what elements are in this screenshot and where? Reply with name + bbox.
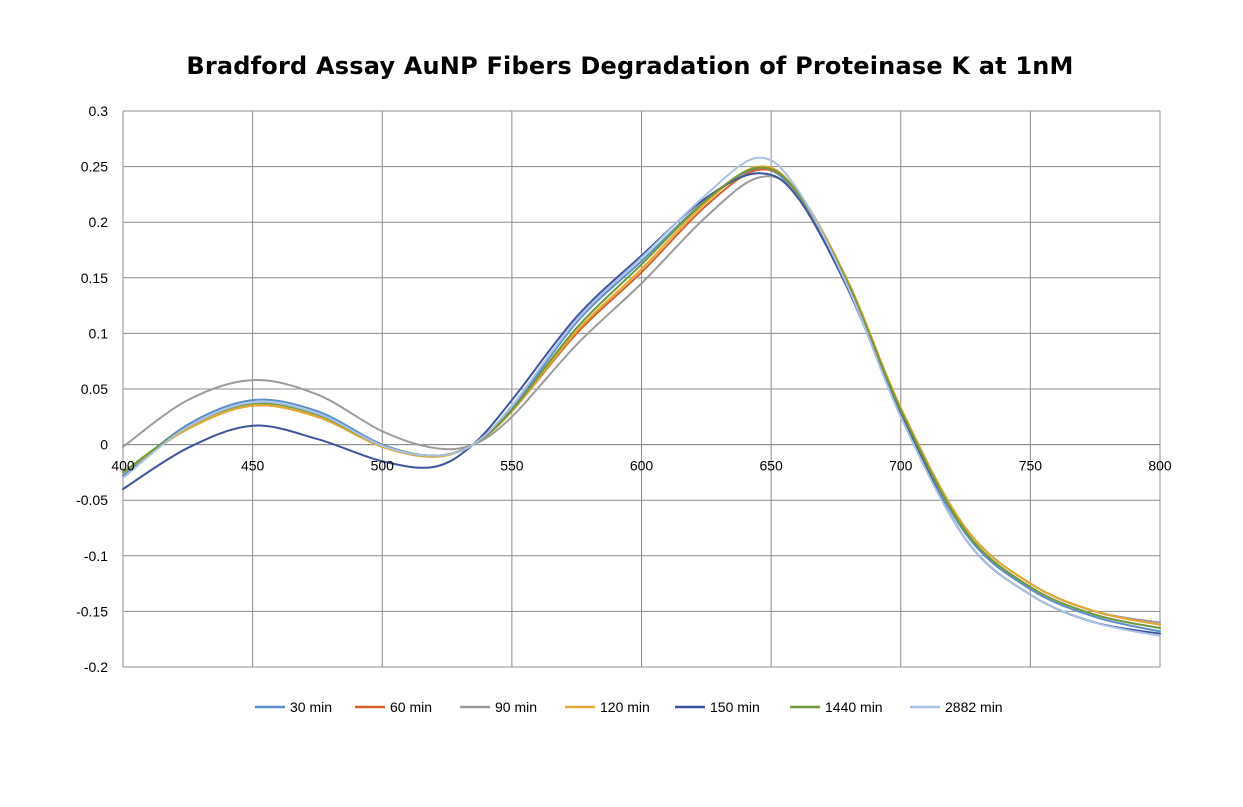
x-tick-label: 750 (1019, 458, 1043, 474)
legend-item: 120 min (565, 699, 650, 715)
legend-item: 1440 min (790, 699, 883, 715)
tick-labels: 0.3 0.25 0.2 0.15 0.1 0.05 0 -0.05 -0.1 -0.15 -0.2… (76, 103, 1172, 675)
legend-label: 120 min (600, 699, 650, 715)
x-tick-label: 400 (111, 458, 135, 474)
legend: 30 min 60 min 90 min 120 min 150 min 1440 min… (255, 699, 1003, 715)
series-line-2882-min (122, 156, 1161, 637)
legend-item: 90 min (460, 699, 537, 715)
legend-label: 60 min (390, 699, 432, 715)
x-tick-label: 700 (889, 458, 913, 474)
x-tick-label: 800 (1148, 458, 1172, 474)
legend-label: 150 min (710, 699, 760, 715)
y-tick-label: 0.2 (89, 214, 109, 230)
y-tick-label: -0.15 (76, 603, 108, 619)
y-tick-label: -0.1 (84, 548, 108, 564)
series-line-30-min (122, 167, 1161, 633)
y-tick-label: -0.2 (84, 659, 108, 675)
series-line-120-min (122, 165, 1161, 626)
legend-label: 2882 min (945, 699, 1003, 715)
y-tick-label: 0.25 (81, 159, 108, 175)
legend-item: 30 min (255, 699, 332, 715)
gridlines (122, 110, 1161, 668)
y-tick-label: 0.3 (89, 103, 109, 119)
legend-item: 60 min (355, 699, 432, 715)
legend-label: 30 min (290, 699, 332, 715)
series-line-1440-min (122, 166, 1161, 630)
y-tick-label: 0.1 (89, 325, 109, 341)
x-tick-label: 650 (759, 458, 783, 474)
x-tick-label: 600 (630, 458, 654, 474)
legend-label: 90 min (495, 699, 537, 715)
x-tick-label: 450 (241, 458, 265, 474)
legend-label: 1440 min (825, 699, 883, 715)
x-tick-label: 550 (500, 458, 524, 474)
x-tick-label: 500 (371, 458, 395, 474)
chart-title: Bradford Assay AuNP Fibers Degradation o… (186, 52, 1074, 80)
y-tick-label: -0.05 (76, 492, 108, 508)
y-tick-label: 0.05 (81, 381, 108, 397)
y-tick-label: 0 (100, 437, 108, 453)
legend-item: 2882 min (910, 699, 1003, 715)
plot-area (122, 156, 1161, 637)
legend-item: 150 min (675, 699, 760, 715)
y-tick-label: 0.15 (81, 270, 108, 286)
